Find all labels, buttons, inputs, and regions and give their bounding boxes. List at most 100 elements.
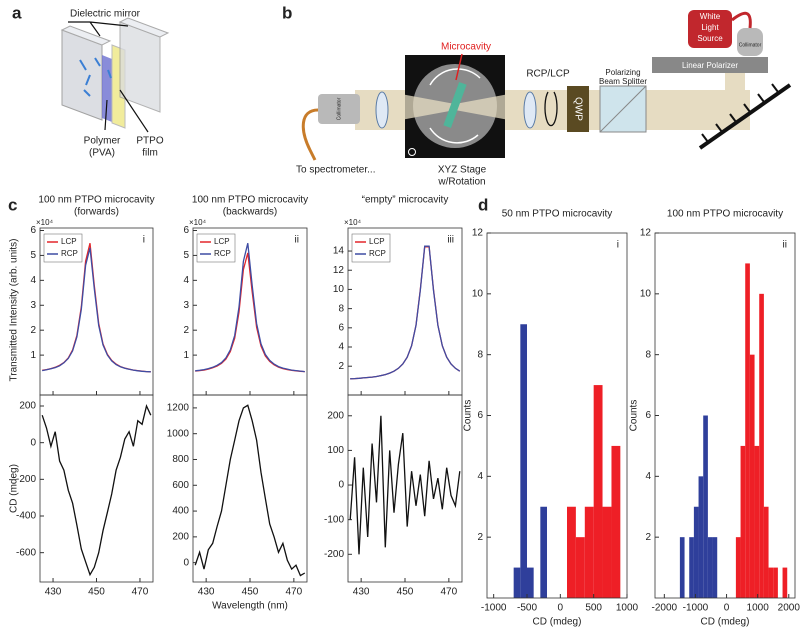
y-tick-label: 0	[183, 557, 189, 568]
bar	[584, 506, 594, 598]
bar	[679, 537, 685, 598]
y-tick-label: 4	[183, 275, 189, 286]
y-tick-label: 12	[472, 228, 484, 239]
diagram-label: Polymer	[84, 136, 121, 147]
bar	[745, 263, 750, 598]
legend-box	[351, 233, 391, 263]
y-tick-label: 2	[477, 532, 483, 543]
bar	[567, 506, 576, 598]
y-tick-label: 800	[172, 454, 189, 465]
panel-numeral: ii	[783, 240, 787, 251]
y-tick-label: 5	[183, 250, 189, 261]
bar	[540, 506, 547, 598]
plot-frame	[192, 394, 308, 583]
x-tick-label: 450	[397, 587, 414, 598]
y-tick-label: 0	[30, 437, 36, 448]
diagram-label: Polarizing	[605, 68, 640, 77]
plot-frame	[654, 232, 796, 599]
x-tick-label: 450	[88, 587, 105, 598]
diagram-label: Source	[697, 34, 723, 43]
y-axis-label: CD (mdeg)	[9, 464, 20, 513]
y-tick-label: 4	[30, 275, 36, 286]
legend-box	[43, 233, 83, 263]
chart-title: 100 nm PTPO microcavity	[38, 195, 154, 206]
y-tick-label: -200	[16, 474, 36, 485]
panel-numeral: ii	[295, 235, 299, 246]
y-tick-label: 400	[172, 506, 189, 517]
y-tick-label: 12	[640, 228, 652, 239]
y-tick-label: 6	[30, 225, 36, 236]
diagram-label: (PVA)	[89, 148, 115, 159]
diagram-label: White	[700, 12, 721, 21]
y-multiplier: ×10⁴	[344, 218, 362, 227]
diagram-label: QWP	[572, 97, 583, 121]
chart-title: 50 nm PTPO microcavity	[502, 209, 613, 220]
legend-label: LCP	[214, 237, 230, 246]
data-line	[42, 247, 151, 373]
x-tick-label: 450	[242, 587, 259, 598]
bar	[768, 567, 774, 598]
x-tick-label: -500	[517, 603, 537, 614]
bar	[527, 567, 534, 598]
y-tick-label: 2	[645, 532, 651, 543]
panel-numeral: iii	[447, 235, 454, 246]
legend-box	[196, 233, 236, 263]
x-axis-label: CD (mdeg)	[701, 617, 750, 628]
bar	[602, 506, 612, 598]
x-tick-label: 0	[558, 603, 564, 614]
x-tick-label: -1000	[683, 603, 709, 614]
bar	[513, 567, 521, 598]
y-tick-label: -200	[324, 549, 344, 560]
bar	[611, 445, 621, 598]
y-tick-label: 3	[30, 300, 36, 311]
chart-title: “empty” microcavity	[362, 195, 449, 206]
x-tick-label: 1000	[616, 603, 639, 614]
y-multiplier: ×10⁴	[36, 218, 54, 227]
diagram-label: XYZ Stage	[438, 165, 487, 176]
y-axis-label: Counts	[629, 400, 640, 432]
bar	[520, 324, 527, 598]
diagram-label: Microcavity	[441, 42, 491, 53]
data-line	[41, 404, 152, 577]
diagram-label: RCP/LCP	[526, 69, 570, 80]
bar	[759, 293, 764, 598]
chart-subtitle: (backwards)	[223, 207, 277, 218]
chart-title: 100 nm PTPO microcavity	[192, 195, 308, 206]
chart-title: 100 nm PTPO microcavity	[667, 209, 783, 220]
x-tick-label: 430	[198, 587, 215, 598]
legend-label: LCP	[369, 237, 385, 246]
y-tick-label: 5	[30, 250, 36, 261]
y-tick-label: 1000	[167, 428, 190, 439]
setup-sketch	[301, 10, 792, 161]
y-tick-label: -100	[324, 514, 344, 525]
x-tick-label: 470	[441, 587, 458, 598]
bar	[575, 537, 585, 598]
diagram-label: PTPO	[136, 136, 163, 147]
y-tick-label: 6	[645, 410, 651, 421]
y-tick-label: 4	[645, 471, 651, 482]
bar	[689, 537, 694, 598]
y-tick-label: 1	[183, 350, 189, 361]
y-tick-label: 2	[30, 325, 36, 336]
bar	[782, 567, 788, 598]
legend-label: LCP	[61, 237, 77, 246]
x-axis-label: CD (mdeg)	[533, 617, 582, 628]
data-line	[195, 252, 305, 373]
bar	[763, 506, 769, 598]
y-axis-label: Transmitted Intensity (arb. units)	[9, 238, 20, 381]
y-tick-label: 6	[477, 410, 483, 421]
y-tick-label: 12	[333, 265, 345, 276]
y-tick-label: 6	[338, 322, 344, 333]
x-tick-label: 1000	[747, 603, 770, 614]
y-tick-label: 1200	[167, 403, 190, 414]
bar	[698, 476, 704, 598]
y-tick-label: 8	[645, 349, 651, 360]
bar	[754, 445, 760, 598]
diagram-label: Beam Splitter	[599, 77, 647, 86]
y-tick-label: 8	[338, 303, 344, 314]
diagram-label: Linear Polarizer	[682, 61, 738, 70]
y-tick-label: 100	[327, 445, 344, 456]
data-line	[349, 415, 461, 555]
bar	[735, 537, 741, 598]
x-tick-label: 500	[585, 603, 602, 614]
